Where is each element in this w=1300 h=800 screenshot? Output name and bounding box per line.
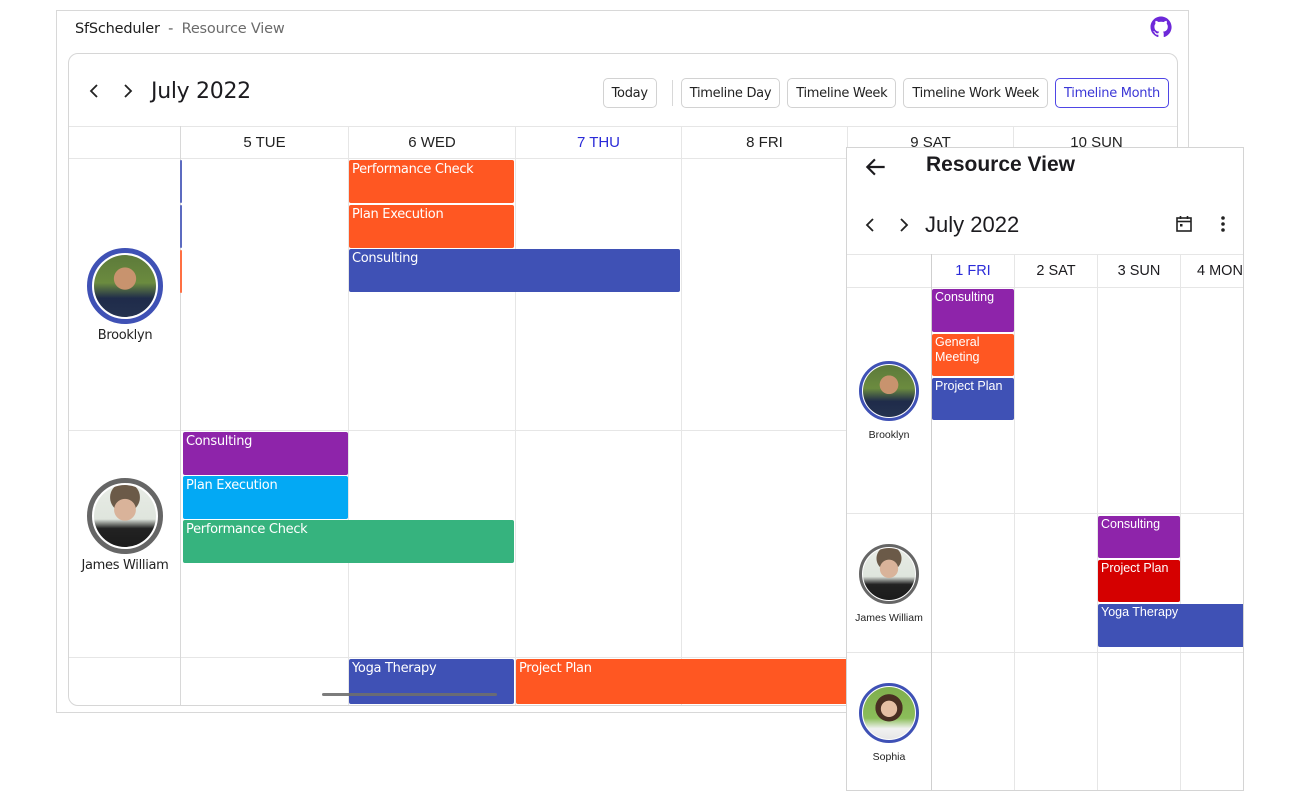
gridline (681, 126, 682, 705)
gridline (69, 657, 1177, 658)
chevron-right-icon (900, 218, 909, 232)
day-header-6-wed[interactable]: 6 WED (408, 133, 456, 151)
appointment[interactable]: Yoga Therapy (349, 659, 514, 704)
appointment[interactable]: Performance Check (349, 160, 514, 203)
appointment-edge[interactable] (180, 160, 182, 203)
mobile-header-nav: July 2022 (857, 210, 1019, 240)
arrow-back-icon[interactable] (863, 154, 889, 180)
mobile-resource-james-william: James William (847, 544, 931, 624)
window-title: SfScheduler - Resource View (75, 21, 285, 37)
view-switcher: Today Timeline Day Timeline Week Timelin… (596, 78, 1169, 108)
more-vert-icon[interactable] (1213, 214, 1233, 234)
mobile-day-header-2-sat[interactable]: 2 SAT (1036, 262, 1076, 279)
mobile-header-month-title[interactable]: July 2022 (925, 212, 1020, 237)
toolbar-divider (671, 80, 673, 106)
chevron-right-icon (124, 84, 133, 98)
mobile-resource-brooklyn: Brooklyn (847, 361, 931, 441)
appointment[interactable]: Consulting (1098, 516, 1180, 558)
resource-brooklyn: Brooklyn (69, 248, 181, 343)
resource-james-william: James William (69, 478, 181, 573)
avatar (859, 544, 919, 604)
mobile-resource-sophia: Sophia (847, 683, 931, 763)
day-header-8-fri[interactable]: 8 FRI (746, 133, 783, 151)
timeline-month-button[interactable]: Timeline Month (1055, 78, 1169, 108)
resource-name: James William (855, 612, 923, 624)
gridline (1097, 254, 1098, 790)
gridline (847, 254, 1243, 255)
mobile-next-button[interactable] (891, 210, 917, 240)
appointment[interactable]: Plan Execution (183, 476, 348, 519)
resource-name: James William (81, 558, 169, 573)
gridline (1014, 254, 1015, 790)
appointment[interactable]: Project Plan (1098, 560, 1180, 602)
chevron-left-icon (89, 84, 98, 98)
avatar (859, 683, 919, 743)
page-subtitle: Resource View (181, 21, 285, 37)
gridline (1180, 254, 1181, 790)
avatar-image (863, 548, 915, 600)
title-separator: - (168, 21, 174, 37)
avatar-image (863, 687, 915, 739)
appointment-edge[interactable] (180, 250, 182, 293)
mobile-page-title: Resource View (926, 153, 1076, 176)
gridline (931, 254, 932, 790)
scheduler-header-nav: July 2022 (81, 76, 251, 106)
timeline-grid: 5 TUE 6 WED 7 THU 8 FRI 9 SAT 10 SUN Bro… (69, 126, 1177, 705)
day-header-9-sat[interactable]: 9 SAT (910, 133, 951, 151)
github-icon[interactable] (1149, 15, 1173, 39)
appointment[interactable]: Yoga Therapy (1098, 604, 1243, 647)
appointment[interactable]: Plan Execution (349, 205, 514, 248)
gridline (69, 158, 1177, 159)
next-button[interactable] (115, 76, 141, 106)
app-name: SfScheduler (75, 21, 160, 37)
appointment[interactable]: Project Plan (932, 378, 1014, 420)
appointment[interactable]: Performance Check (183, 520, 514, 563)
appointment[interactable]: Consulting (183, 432, 348, 475)
today-button[interactable]: Today (602, 78, 657, 108)
day-header-7-thu[interactable]: 7 THU (576, 133, 621, 151)
calendar-icon[interactable] (1174, 214, 1194, 234)
appointment[interactable]: Consulting (932, 289, 1014, 332)
gridline (847, 513, 1243, 514)
avatar (87, 248, 163, 324)
avatar (859, 361, 919, 421)
mobile-scheduler: Resource View July 2022 1 FRI 2 SAT 3 SU… (846, 147, 1244, 791)
resource-name: Brooklyn (868, 429, 910, 441)
timeline-week-button[interactable]: Timeline Week (787, 78, 897, 108)
day-header-10-sun[interactable]: 10 SUN (1070, 133, 1123, 151)
chevron-left-icon (865, 218, 874, 232)
gridline (847, 287, 1243, 288)
appointment-edge[interactable] (180, 205, 182, 248)
resource-name: Brooklyn (97, 328, 153, 343)
avatar-image (94, 485, 156, 547)
mobile-day-header-3-sun[interactable]: 3 SUN (1117, 262, 1161, 279)
gridline (348, 126, 349, 705)
header-month-title[interactable]: July 2022 (151, 78, 251, 104)
gridline (847, 652, 1243, 653)
timeline-day-button[interactable]: Timeline Day (680, 78, 781, 108)
resource-name: Sophia (872, 751, 906, 763)
mobile-previous-button[interactable] (857, 210, 883, 240)
avatar-image (863, 365, 915, 417)
gridline (515, 126, 516, 705)
appointment[interactable]: Consulting (349, 249, 680, 292)
mobile-timeline-grid: 1 FRI 2 SAT 3 SUN 4 MON Brooklyn James W… (847, 254, 1243, 790)
previous-button[interactable] (81, 76, 107, 106)
mobile-day-header-4-mon[interactable]: 4 MON (1197, 262, 1243, 279)
horizontal-scrollbar[interactable] (322, 693, 497, 696)
timeline-work-week-button[interactable]: Timeline Work Week (903, 78, 1049, 108)
mobile-day-header-1-fri[interactable]: 1 FRI (955, 262, 991, 279)
avatar-image (94, 255, 156, 317)
gridline (69, 430, 1177, 431)
gridline (69, 126, 1177, 127)
gridline (180, 126, 181, 705)
avatar (87, 478, 163, 554)
appointment[interactable]: General Meeting (932, 334, 1014, 376)
day-header-5-tue[interactable]: 5 TUE (243, 133, 286, 151)
